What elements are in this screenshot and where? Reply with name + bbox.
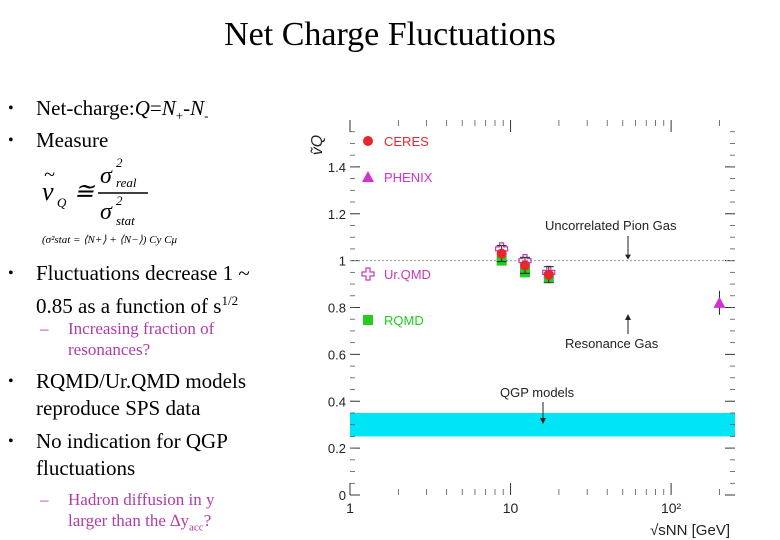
bullet-text: Fluctuations decrease 1 ~0.85 as a funct… (36, 261, 250, 318)
y-tick-label: 1.2 (328, 207, 346, 222)
svg-text:≅: ≅ (74, 179, 96, 205)
svg-text:2: 2 (116, 155, 123, 170)
svg-text:stat: stat (116, 213, 135, 228)
y-tick-label: 0.2 (328, 441, 346, 456)
v-q-formula: v ~ Q ≅ σ 2 real σ 2 stat (40, 155, 180, 236)
y-tick-label: 0.4 (328, 394, 346, 409)
legend-marker (361, 267, 375, 281)
qgp-band (350, 412, 735, 437)
x-tick-label: 10 (503, 500, 519, 516)
legend-marker (363, 315, 373, 325)
legend-label: RQMD (384, 313, 424, 328)
svg-text:σ: σ (100, 163, 113, 189)
x-tick-label: 10² (661, 500, 682, 516)
annotation-pion-gas: Uncorrelated Pion Gas (545, 218, 677, 233)
arrow-head (540, 418, 546, 424)
svg-text:σ: σ (100, 199, 113, 225)
y-tick-label: 0.6 (328, 347, 346, 362)
bullet-dot: • (8, 373, 14, 390)
bullet-text: Net-charge:Q=N+-N- (36, 96, 209, 124)
legend-marker (362, 171, 374, 182)
svg-text:~: ~ (44, 164, 55, 186)
data-point-phenix (713, 296, 726, 308)
arrow-head (625, 254, 631, 260)
y-tick-label: 0 (339, 488, 346, 503)
legend-label: CERES (384, 134, 429, 149)
svg-text:real: real (116, 175, 137, 190)
bullet-dot: • (8, 265, 14, 282)
bullet-text: RQMD/Ur.QMD models reproduce SPS data (36, 369, 247, 420)
arrow-head (625, 314, 631, 320)
bullet-dot: • (8, 100, 14, 117)
annotation-qgp: QGP models (500, 385, 575, 400)
svg-text:Q: Q (57, 195, 67, 210)
y-tick-label: 1.4 (328, 160, 346, 175)
x-tick-label: 1 (346, 500, 354, 516)
bullet-dot: • (8, 132, 14, 149)
data-point-ceres (519, 260, 530, 271)
bullet-dot: • (8, 433, 14, 450)
legend-label: PHENIX (384, 170, 433, 185)
bullet-text: No indication for QGP fluctuations (36, 429, 228, 480)
x-axis-label: √sNN [GeV] (650, 522, 730, 539)
y-tick-label: 0.8 (328, 301, 346, 316)
slide-title: Net Charge Fluctuations (224, 16, 556, 53)
svg-text:v: v (42, 177, 54, 206)
svg-text:2: 2 (116, 193, 123, 208)
annotation-resonance-gas: Resonance Gas (565, 336, 659, 351)
v-q-chart: 0 0.2 0.4 0.6 0.8 1 1.2 1.4 1 10 10² ṽQ √sNN [GeV] Un… (309, 120, 735, 539)
bullet-text: Measure (36, 128, 109, 152)
legend-marker (363, 136, 373, 146)
data-point-ceres (496, 248, 507, 259)
y-tick-label: 1 (339, 254, 346, 269)
data-point-ceres (543, 269, 554, 280)
y-axis-label: ṽQ (309, 135, 326, 155)
legend-label: Ur.QMD (384, 267, 431, 282)
formula-note: (σ²stat = ⟨N+⟩ + ⟨N−⟩) Cy Cμ (42, 234, 178, 246)
